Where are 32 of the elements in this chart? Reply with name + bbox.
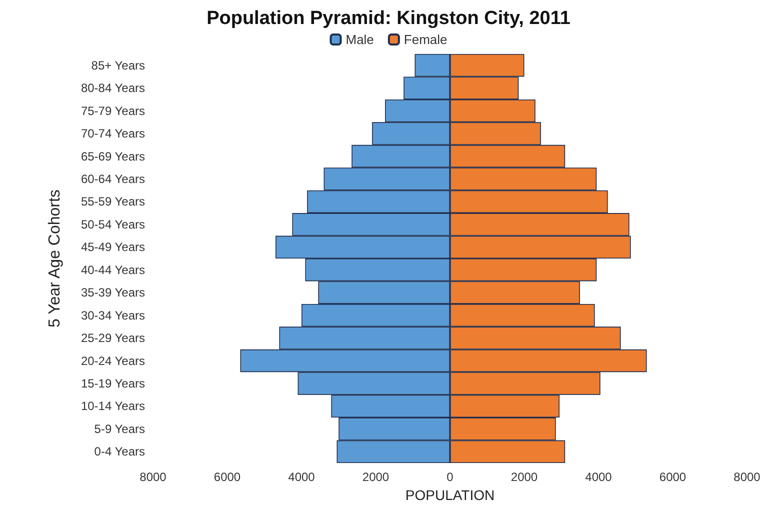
- x-tick-label: 2000: [362, 470, 390, 484]
- y-tick-label: 5-9 Years: [94, 422, 145, 436]
- y-tick-label: 80-84 Years: [80, 81, 145, 96]
- y-tick-label: 15-19 Years: [80, 376, 145, 390]
- x-tick-label: 8000: [734, 470, 761, 484]
- legend-label: Male: [346, 32, 374, 47]
- y-tick-label: 45-49 Years: [80, 240, 145, 254]
- x-tick-label: 0: [446, 470, 454, 484]
- x-axis-title: POPULATION: [405, 486, 495, 503]
- legend-label: Female: [404, 32, 448, 47]
- y-tick-label: 70-74 Years: [80, 126, 145, 141]
- y-tick-label: 40-44 Years: [80, 262, 145, 277]
- y-tick-label: 20-24 Years: [80, 354, 145, 368]
- y-tick-label: 35-39 Years: [80, 286, 145, 300]
- y-tick-label: 50-54 Years: [80, 217, 145, 232]
- y-tick-label: 60-64 Years: [80, 172, 145, 186]
- y-tick-label: 85+ Years: [91, 58, 145, 72]
- y-tick-label: 55-59 Years: [80, 194, 145, 209]
- x-tick-label: 6000: [659, 470, 686, 484]
- x-tick-label: 4000: [288, 470, 316, 484]
- chart-title: Population Pyramid: Kingston City, 2011: [206, 8, 571, 29]
- y-tick-label: 30-34 Years: [80, 308, 145, 322]
- x-tick-label: 8000: [140, 470, 167, 484]
- y-tick-label: 75-79 Years: [80, 104, 145, 118]
- y-tick-label: 0-4 Years: [94, 444, 145, 459]
- y-axis-title: 5 Year Age Cohorts: [46, 190, 64, 328]
- x-tick-label: 6000: [214, 470, 241, 484]
- x-tick-label: 4000: [585, 470, 612, 484]
- x-tick-label: 2000: [510, 470, 538, 484]
- y-tick-label: 10-14 Years: [80, 399, 145, 414]
- y-tick-label: 25-29 Years: [80, 331, 145, 346]
- y-tick-label: 65-69 Years: [80, 149, 145, 164]
